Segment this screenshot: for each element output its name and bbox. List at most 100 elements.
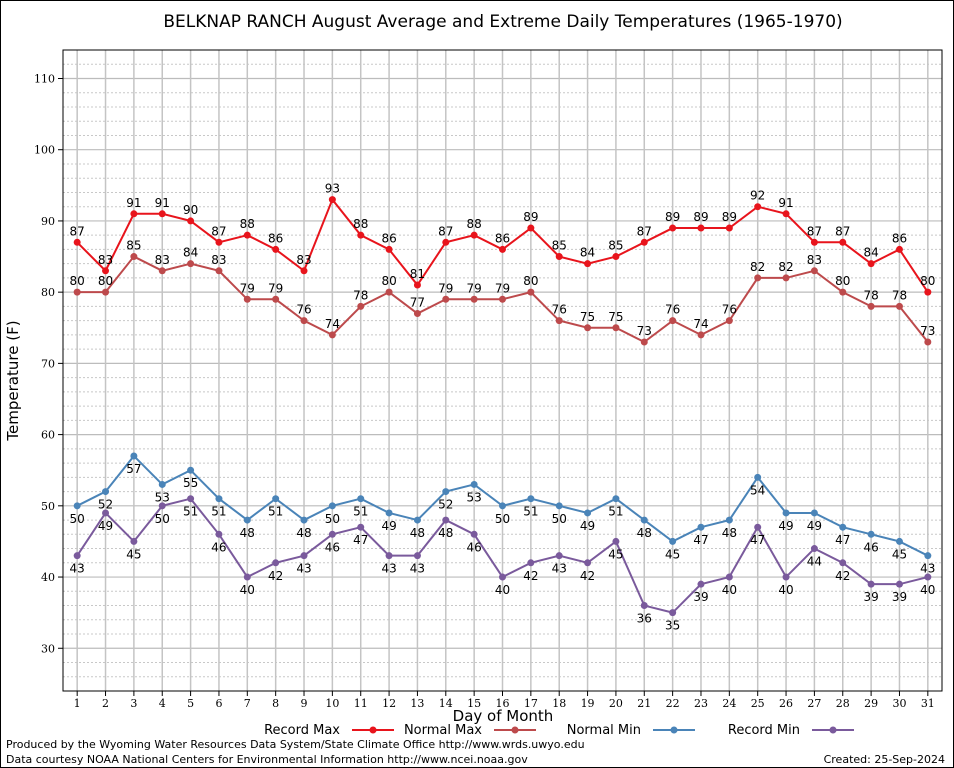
data-label: 52 xyxy=(438,498,453,512)
y-tick-label: 40 xyxy=(41,571,55,584)
y-tick-label: 50 xyxy=(41,500,55,513)
data-label: 47 xyxy=(693,533,708,547)
data-point xyxy=(102,488,110,496)
data-label: 39 xyxy=(693,590,708,604)
data-label: 43 xyxy=(410,562,425,576)
data-point xyxy=(754,274,762,282)
data-point xyxy=(102,509,110,517)
series-normal-max: 80 80 85 83 84 83 79 79 76 74 78 80 77 79 79 79 80 76 75 75… xyxy=(70,239,935,346)
data-point xyxy=(215,267,223,275)
data-point xyxy=(215,238,223,246)
data-point xyxy=(300,552,308,560)
data-point xyxy=(357,231,365,239)
data-label: 76 xyxy=(552,303,567,317)
data-point xyxy=(867,302,875,310)
y-axis-title: Temperature (F) xyxy=(4,320,22,441)
data-point xyxy=(527,224,535,232)
data-point xyxy=(442,488,450,496)
data-label: 83 xyxy=(98,253,113,267)
data-point xyxy=(499,502,506,510)
x-tick-label: 6 xyxy=(215,697,222,710)
x-tick-label: 13 xyxy=(410,697,424,710)
data-point xyxy=(867,260,875,268)
data-point xyxy=(470,295,478,303)
data-label: 43 xyxy=(296,562,311,576)
data-label: 83 xyxy=(211,253,226,267)
data-label: 78 xyxy=(353,288,368,302)
data-point xyxy=(187,217,195,225)
data-point xyxy=(158,502,166,510)
data-label: 81 xyxy=(410,267,425,281)
legend-item: Normal Max xyxy=(404,723,536,738)
data-label: 85 xyxy=(608,239,623,253)
data-point xyxy=(640,238,648,246)
x-tick-label: 19 xyxy=(581,697,595,710)
data-label: 35 xyxy=(665,619,680,633)
data-point xyxy=(470,530,478,538)
data-point xyxy=(640,602,648,610)
footer-producer: Produced by the Wyoming Water Resources … xyxy=(6,738,585,751)
data-label: 51 xyxy=(268,505,283,519)
data-point xyxy=(300,317,308,325)
data-point xyxy=(810,545,818,553)
data-point xyxy=(527,559,535,567)
data-label: 93 xyxy=(325,182,340,196)
data-label: 50 xyxy=(495,512,510,526)
data-label: 80 xyxy=(835,274,850,288)
data-label: 48 xyxy=(296,526,311,540)
data-point xyxy=(470,480,478,488)
data-label: 80 xyxy=(98,274,113,288)
series-record-min: 43 49 45 50 51 46 40 42 43 46 47 43 43 48 46 40 42 43 42 45… xyxy=(70,495,935,633)
data-point xyxy=(413,552,421,560)
data-point xyxy=(130,253,138,261)
data-label: 40 xyxy=(722,583,737,597)
data-point xyxy=(328,502,336,510)
data-label: 87 xyxy=(438,224,453,238)
data-point xyxy=(328,331,336,339)
data-label: 74 xyxy=(325,317,340,331)
data-point xyxy=(413,516,421,524)
data-label: 86 xyxy=(495,231,510,245)
data-label: 43 xyxy=(552,562,567,576)
data-label: 83 xyxy=(296,253,311,267)
data-point xyxy=(300,516,308,524)
data-point xyxy=(357,302,365,310)
data-label: 43 xyxy=(920,562,935,576)
data-point xyxy=(697,523,705,531)
data-label: 50 xyxy=(325,512,340,526)
data-point xyxy=(243,573,251,581)
data-point xyxy=(442,516,450,524)
data-point xyxy=(555,502,563,510)
data-point xyxy=(924,338,932,346)
x-tick-label: 20 xyxy=(609,697,623,710)
series-normal-min: 50 52 57 53 55 51 48 51 48 50 51 49 48 52 53 50 51 50 49 51… xyxy=(70,452,935,576)
x-tick-label: 2 xyxy=(102,697,109,710)
x-tick-label: 24 xyxy=(722,697,736,710)
legend-item: Normal Min xyxy=(567,723,695,738)
data-point xyxy=(527,495,535,503)
data-label: 53 xyxy=(155,490,170,504)
data-point xyxy=(499,245,506,253)
y-tick-label: 30 xyxy=(41,642,55,655)
data-point xyxy=(697,580,705,588)
data-label: 79 xyxy=(467,281,482,295)
data-label: 82 xyxy=(750,260,765,274)
data-label: 76 xyxy=(296,303,311,317)
data-point xyxy=(357,523,365,531)
data-point xyxy=(442,238,450,246)
data-point xyxy=(555,317,563,325)
data-label: 51 xyxy=(211,505,226,519)
data-point xyxy=(102,288,110,296)
data-point xyxy=(73,502,81,510)
data-label: 78 xyxy=(892,288,907,302)
data-point xyxy=(924,573,932,581)
chart-title: BELKNAP RANCH August Average and Extreme… xyxy=(163,12,842,32)
x-tick-label: 8 xyxy=(272,697,279,710)
data-label: 50 xyxy=(70,512,85,526)
data-point xyxy=(215,495,223,503)
data-label: 80 xyxy=(381,274,396,288)
data-label: 46 xyxy=(467,540,482,554)
data-point xyxy=(272,495,280,503)
data-label: 39 xyxy=(863,590,878,604)
